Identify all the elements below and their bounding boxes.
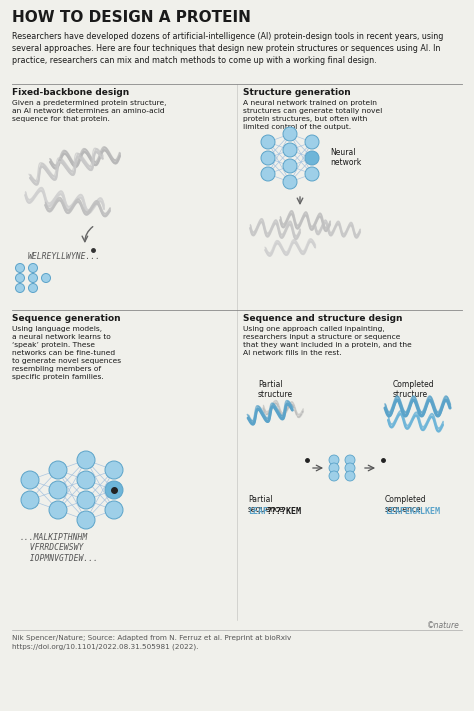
Circle shape	[329, 455, 339, 465]
Circle shape	[77, 491, 95, 509]
Circle shape	[283, 143, 297, 157]
Circle shape	[49, 481, 67, 499]
Circle shape	[16, 274, 25, 282]
Text: Structure generation: Structure generation	[243, 88, 351, 97]
Text: Nik Spencer/Nature; Source: Adapted from N. Ferruz et al. Preprint at bioRxiv
ht: Nik Spencer/Nature; Source: Adapted from…	[12, 635, 291, 650]
Circle shape	[105, 501, 123, 519]
Text: ????KEM: ????KEM	[266, 507, 301, 516]
Text: Using one approach called inpainting,
researchers input a structure or sequence
: Using one approach called inpainting, re…	[243, 326, 412, 356]
Text: A neural network trained on protein
structures can generate totally novel
protei: A neural network trained on protein stru…	[243, 100, 382, 130]
Circle shape	[283, 159, 297, 173]
Text: Partial
sequence: Partial sequence	[248, 495, 284, 514]
Text: Completed
sequence: Completed sequence	[385, 495, 427, 514]
Text: WELREYLLWYNE...: WELREYLLWYNE...	[28, 252, 101, 261]
Circle shape	[345, 455, 355, 465]
Text: Fixed-backbone design: Fixed-backbone design	[12, 88, 129, 97]
Circle shape	[77, 511, 95, 529]
Text: Neural
network: Neural network	[330, 148, 361, 167]
Circle shape	[305, 151, 319, 165]
Text: LEAF: LEAF	[248, 507, 268, 516]
Circle shape	[105, 461, 123, 479]
Circle shape	[305, 167, 319, 181]
Circle shape	[28, 264, 37, 272]
Text: LEAFEKALKEM: LEAFEKALKEM	[385, 507, 440, 516]
Circle shape	[21, 491, 39, 509]
Circle shape	[345, 463, 355, 473]
Text: ...MALKIPTHNHM
  VFRRDCEWSWY
  IOPMNVGTDEW...: ...MALKIPTHNHM VFRRDCEWSWY IOPMNVGTDEW..…	[20, 533, 98, 563]
Circle shape	[329, 463, 339, 473]
Circle shape	[21, 471, 39, 489]
Circle shape	[261, 135, 275, 149]
Circle shape	[105, 481, 123, 499]
Circle shape	[329, 471, 339, 481]
Text: Partial
structure: Partial structure	[258, 380, 293, 400]
Text: Sequence generation: Sequence generation	[12, 314, 120, 323]
Circle shape	[77, 451, 95, 469]
Text: HOW TO DESIGN A PROTEIN: HOW TO DESIGN A PROTEIN	[12, 10, 251, 25]
Circle shape	[28, 274, 37, 282]
Text: Researchers have developed dozens of artificial-intelligence (AI) protein-design: Researchers have developed dozens of art…	[12, 32, 443, 65]
Text: Completed
structure: Completed structure	[393, 380, 435, 400]
Circle shape	[283, 127, 297, 141]
Circle shape	[345, 471, 355, 481]
Circle shape	[49, 501, 67, 519]
Text: Using language models,
a neural network learns to
‘speak’ protein. These
network: Using language models, a neural network …	[12, 326, 121, 380]
Circle shape	[49, 461, 67, 479]
Text: Sequence and structure design: Sequence and structure design	[243, 314, 402, 323]
Text: Given a predetermined protein structure,
an AI network determines an amino-acid
: Given a predetermined protein structure,…	[12, 100, 166, 122]
Circle shape	[42, 274, 51, 282]
Circle shape	[77, 471, 95, 489]
Circle shape	[261, 151, 275, 165]
Circle shape	[261, 167, 275, 181]
Circle shape	[28, 284, 37, 292]
Circle shape	[16, 264, 25, 272]
Circle shape	[305, 135, 319, 149]
Circle shape	[283, 175, 297, 189]
Circle shape	[16, 284, 25, 292]
Text: ©nature: ©nature	[427, 621, 460, 630]
